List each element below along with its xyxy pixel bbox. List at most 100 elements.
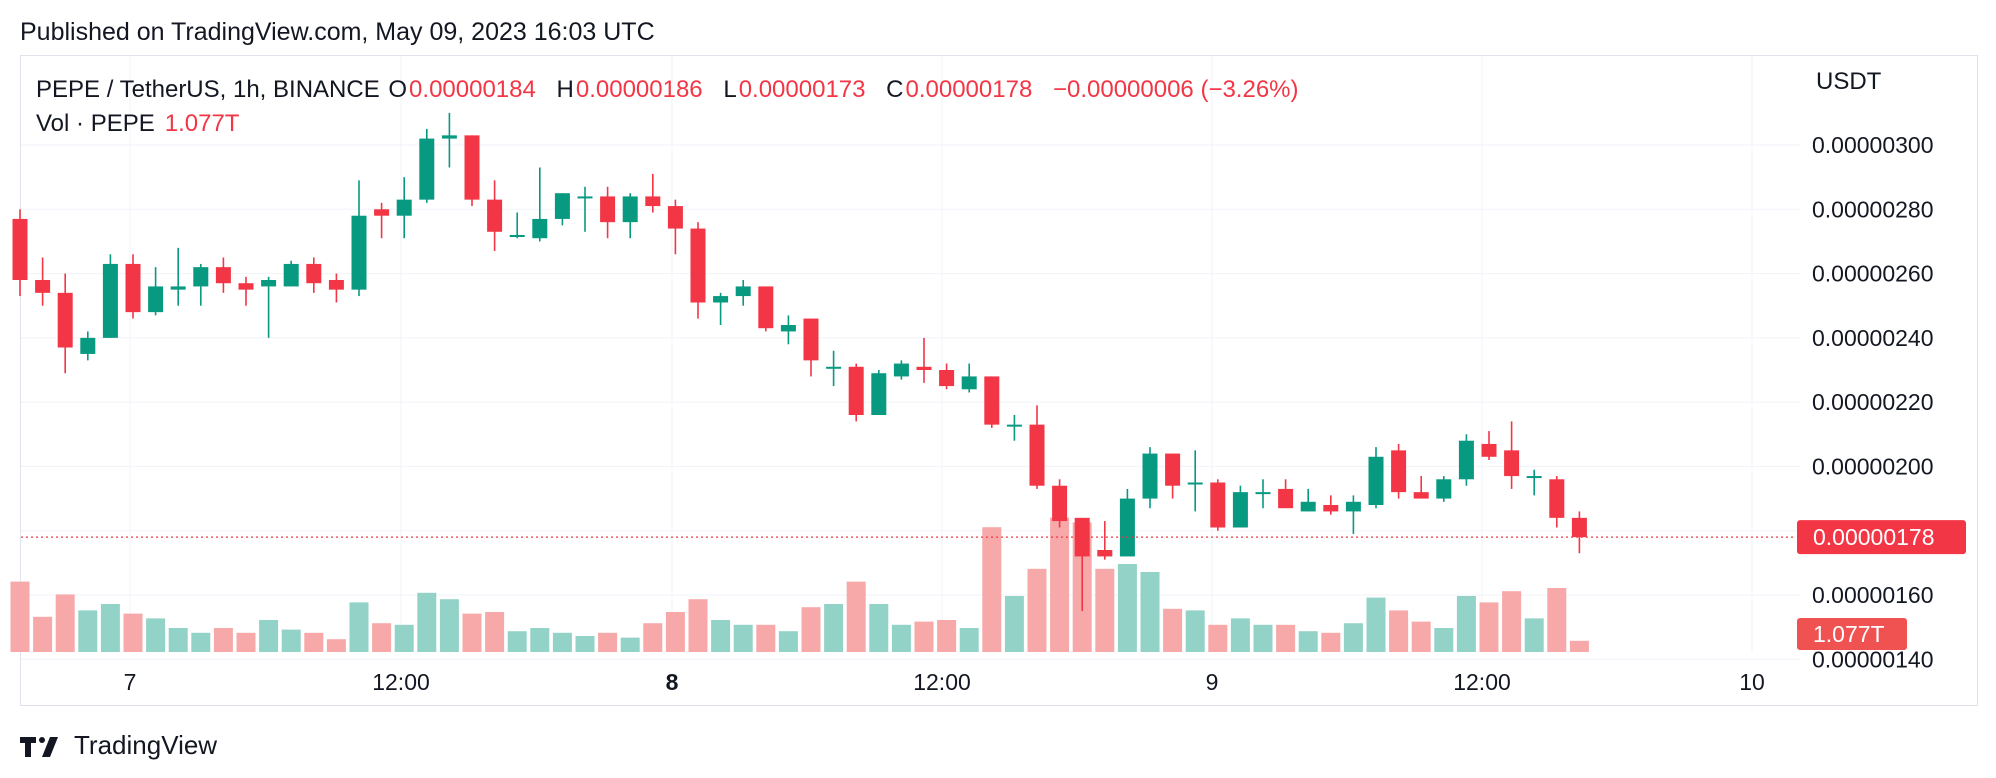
volume-bar (485, 612, 505, 652)
volume-bar (1456, 596, 1476, 652)
volume-bar (1117, 564, 1137, 652)
candle-body (803, 318, 819, 361)
volume-bar (1163, 608, 1183, 652)
volume-bar (304, 632, 324, 652)
tradingview-logo-icon (20, 736, 58, 757)
candle-body (1006, 424, 1022, 427)
candle-body (1413, 492, 1429, 499)
candle-body (1232, 492, 1248, 528)
symbol-name: PEPE / TetherUS, 1h, BINANCE (36, 76, 380, 103)
volume-bar (1185, 610, 1205, 652)
candle-body (1119, 498, 1135, 557)
volume-bar (733, 624, 753, 652)
volume-bar (439, 599, 459, 652)
candle-body (328, 280, 344, 290)
candle-body (80, 337, 96, 354)
volume-bar (959, 628, 979, 652)
candle-body (261, 280, 277, 287)
volume-value: 1.077T (164, 110, 240, 137)
price-tick-label: 0.00000280 (1812, 196, 1934, 222)
last-volume-label: 1.077T (1813, 621, 1885, 647)
candle-body (1481, 443, 1497, 457)
volume-bar (1389, 610, 1409, 652)
candle-body (554, 193, 570, 219)
candle-body (758, 286, 774, 329)
candle-body (441, 135, 457, 139)
volume-bar (55, 594, 75, 652)
candle-body (871, 373, 887, 415)
published-caption: Published on TradingView.com, May 09, 20… (20, 18, 655, 46)
volume-bar (1208, 624, 1228, 652)
price-tick-label: 0.00000160 (1812, 582, 1934, 608)
candle-body (57, 292, 73, 348)
candle-body (306, 263, 322, 284)
price-axis: 0.00000300 0.00000280 0.00000260 0.00000240… (1797, 132, 1966, 672)
candle-body (532, 218, 548, 239)
volume-bar (1230, 618, 1250, 652)
volume-bar (1411, 621, 1431, 652)
low-label: L (723, 76, 737, 103)
volume-bar (756, 624, 776, 652)
chart-frame (20, 55, 1978, 706)
candle-body (1165, 453, 1181, 486)
volume-bar (1479, 602, 1499, 652)
candle-body (690, 228, 706, 303)
time-tick-label: 7 (124, 669, 137, 695)
volume-bar (1434, 628, 1454, 652)
volume-bar (78, 610, 98, 652)
volume-bar (846, 581, 866, 652)
candle-body (238, 283, 254, 290)
volume-bar (575, 636, 595, 652)
low-value: 0.00000173 (738, 76, 866, 103)
volume-bar (937, 620, 957, 652)
candle-body (1571, 517, 1587, 538)
volume-label: Vol · PEPE (36, 110, 155, 137)
price-tick-label: 0.00000260 (1812, 261, 1934, 287)
candle-body (939, 370, 955, 387)
time-tick-label: 12:00 (372, 669, 430, 695)
candle-body (1278, 488, 1294, 509)
volume-bar (530, 628, 550, 652)
volume-bar (259, 620, 279, 652)
footer-brand[interactable]: TradingView (20, 730, 217, 761)
open-value: 0.00000184 (409, 76, 536, 103)
high-value: 0.00000186 (575, 76, 703, 103)
volume-bar (123, 613, 143, 652)
volume-bar (236, 632, 256, 652)
candle-body (283, 263, 299, 287)
close-value: 0.00000178 (905, 76, 1033, 103)
volume-bar (914, 621, 934, 652)
candle-body (1368, 456, 1384, 505)
candle-body (351, 215, 367, 290)
volume-bar (665, 612, 685, 652)
candle-body (1142, 453, 1158, 499)
volume-bar (507, 631, 527, 652)
volume-bar (10, 581, 30, 652)
close-label: C (886, 76, 904, 103)
volume-bar (1547, 588, 1567, 652)
volume-bar (1569, 640, 1589, 652)
candle-body (735, 286, 751, 297)
time-tick-label: 9 (1206, 669, 1219, 695)
open-label: O (388, 76, 408, 103)
price-tick-label: 0.00000300 (1812, 132, 1934, 158)
volume-bar (417, 592, 437, 652)
volume-bars (10, 517, 1589, 652)
volume-bar (1050, 517, 1070, 652)
time-tick-label: 12:00 (1453, 669, 1511, 695)
candle-body (374, 209, 390, 216)
candle-body (984, 376, 1000, 425)
volume-bar (100, 604, 120, 652)
volume-bar (1095, 568, 1115, 652)
volume-bar (869, 604, 889, 652)
candle-body (1391, 450, 1407, 493)
candle-body (396, 199, 412, 216)
price-candles (12, 112, 1796, 612)
volume-bar (1253, 624, 1273, 652)
volume-bar (213, 628, 233, 652)
candle-body (487, 199, 503, 232)
time-tick-label: 8 (666, 669, 679, 695)
volume-bar (801, 607, 821, 652)
change-value: −0.00000006 (−3.26%) (1052, 76, 1299, 103)
